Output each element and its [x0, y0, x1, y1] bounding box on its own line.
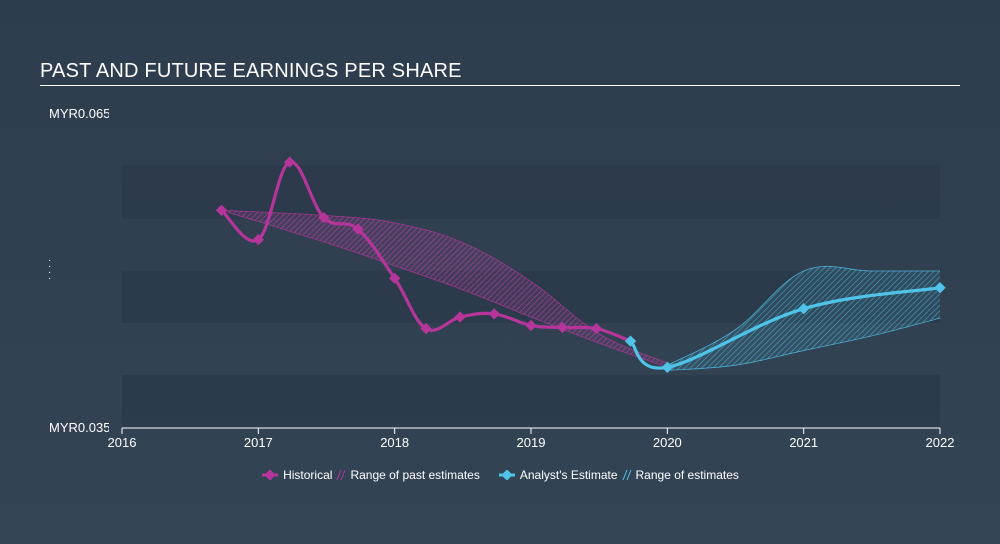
x-axis: 2016 2017 2018 2019 2020 2021 2022: [108, 427, 955, 450]
historical-point-11: [590, 322, 603, 335]
analyst-s-estimate-point-3: [934, 282, 946, 294]
y-axis-top-label: MYR0.065: [49, 106, 109, 121]
historical-point-3: [318, 211, 330, 224]
analyst-s-estimate-point-2: [798, 303, 810, 315]
historical-point-4: [352, 223, 364, 235]
x-tick-label-2018: 2018: [380, 435, 409, 450]
grid-band-0: [122, 165, 940, 219]
chart-title: PAST AND FUTURE EARNINGS PER SHARE: [40, 60, 462, 82]
x-tick-label-2016: 2016: [108, 435, 137, 450]
historical-point-6: [420, 322, 432, 335]
historical-point-7: [454, 311, 466, 323]
legend: Historical Range of past estimates Analy…: [0, 468, 1000, 482]
historical-point-2: [284, 156, 296, 168]
estimate-range-area: [667, 266, 940, 371]
grid-band-2: [122, 375, 940, 428]
historical-point-5: [389, 272, 401, 284]
legend-analyst-estimate[interactable]: Analyst's Estimate: [498, 468, 618, 482]
legend-past-range[interactable]: Range of past estimates: [336, 468, 480, 482]
legend-estimate-range-swatch: [622, 469, 631, 481]
legend-estimate-range[interactable]: Range of estimates: [622, 468, 739, 482]
historical-point-9: [525, 319, 537, 332]
series-markers: [215, 156, 946, 373]
legend-past-range-swatch: [336, 469, 346, 481]
legend-analyst-estimate-label: Analyst's Estimate: [519, 468, 618, 482]
analyst-s-estimate-point-1: [661, 361, 673, 373]
legend-historical-label: Historical: [283, 468, 333, 482]
y-axis-ellipsis: · · · ·: [48, 255, 52, 284]
past-estimate-range-lower-edge: [221, 209, 668, 368]
x-tick-label-2022: 2022: [926, 435, 955, 450]
legend-historical[interactable]: Historical: [261, 468, 332, 482]
legend-analyst-estimate-swatch: [498, 470, 515, 480]
x-tick-label-2017: 2017: [244, 435, 273, 450]
x-tick-label-2021: 2021: [789, 435, 818, 450]
x-tick-label-2020: 2020: [653, 435, 682, 450]
analyst-s-estimate-line: [628, 286, 942, 370]
estimate-range-upper-edge: [667, 265, 940, 366]
x-tick-label-2019: 2019: [517, 435, 546, 450]
legend-estimate-range-label: Range of estimates: [635, 468, 739, 482]
historical-point-0: [215, 204, 228, 216]
historical-point-10: [556, 321, 569, 334]
estimate-range-lower-edge: [667, 317, 941, 371]
historical-point-8: [488, 308, 500, 320]
legend-past-range-label: Range of past estimates: [350, 468, 480, 482]
analyst-s-estimate-point-0: [624, 335, 637, 347]
legend-historical-swatch: [262, 470, 279, 480]
y-axis-bottom-label: MYR0.035: [49, 420, 109, 435]
title-divider: [40, 85, 960, 86]
